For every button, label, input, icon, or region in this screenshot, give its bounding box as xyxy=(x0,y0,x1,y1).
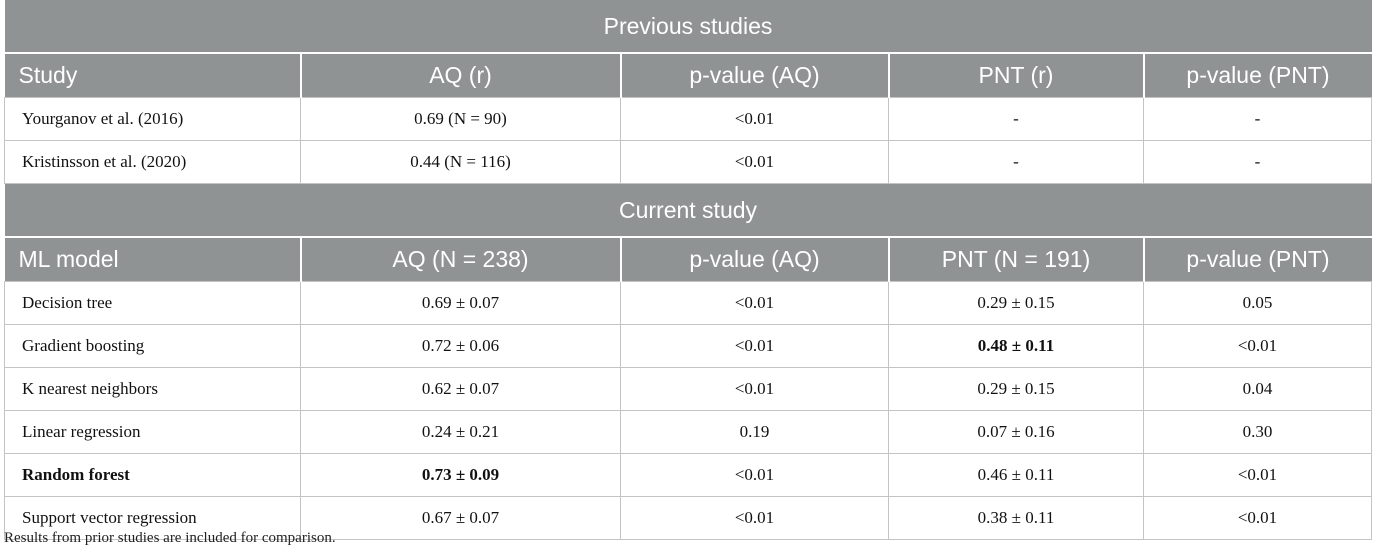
table-row: K nearest neighbors 0.62 ± 0.07 <0.01 0.… xyxy=(4,367,1372,411)
p-pnt-cell: <0.01 xyxy=(1143,496,1372,540)
pnt-cell: 0.29 ± 0.15 xyxy=(888,367,1144,411)
header-p-value-aq: p-value (AQ) xyxy=(619,53,889,98)
p-aq-cell: 0.19 xyxy=(620,410,889,454)
results-table: Previous studies Study AQ (r) p-value (A… xyxy=(4,0,1372,540)
citation-link[interactable]: Yourganov et al. (2016) xyxy=(4,97,301,141)
p-aq-cell: <0.01 xyxy=(620,281,889,325)
aq-cell: 0.67 ± 0.07 xyxy=(300,496,621,540)
header-ml-model: ML model xyxy=(4,237,301,282)
p-pnt-cell: 0.04 xyxy=(1143,367,1372,411)
aq-cell: 0.69 ± 0.07 xyxy=(300,281,621,325)
table-footnote: Results from prior studies are included … xyxy=(4,530,336,546)
p-pnt-cell: <0.01 xyxy=(1143,453,1372,497)
table-row: Linear regression 0.24 ± 0.21 0.19 0.07 … xyxy=(4,410,1372,454)
p-aq-cell: <0.01 xyxy=(620,97,889,141)
table-row: Random forest 0.73 ± 0.09 <0.01 0.46 ± 0… xyxy=(4,453,1372,497)
aq-cell: 0.44 (N = 116) xyxy=(300,140,621,184)
header-pnt-n: PNT (N = 191) xyxy=(887,237,1144,282)
header-aq-r: AQ (r) xyxy=(299,53,621,98)
p-pnt-cell: - xyxy=(1143,97,1372,141)
header-study: Study xyxy=(4,53,301,98)
aq-cell: 0.72 ± 0.06 xyxy=(300,324,621,368)
pnt-cell: 0.38 ± 0.11 xyxy=(888,496,1144,540)
current-study-header-row: ML model AQ (N = 238) p-value (AQ) PNT (… xyxy=(4,237,1372,282)
results-table-container: Previous studies Study AQ (r) p-value (A… xyxy=(4,0,1372,540)
previous-studies-section-header: Previous studies xyxy=(4,0,1372,54)
pnt-cell: - xyxy=(888,140,1144,184)
aq-cell: 0.24 ± 0.21 xyxy=(300,410,621,454)
p-pnt-cell: - xyxy=(1143,140,1372,184)
pnt-cell: 0.07 ± 0.16 xyxy=(888,410,1144,454)
p-aq-cell: <0.01 xyxy=(620,496,889,540)
pnt-cell-best: 0.48 ± 0.11 xyxy=(888,324,1144,368)
table-row: Yourganov et al. (2016) 0.69 (N = 90) <0… xyxy=(4,97,1372,141)
p-pnt-cell: <0.01 xyxy=(1143,324,1372,368)
p-pnt-cell: 0.30 xyxy=(1143,410,1372,454)
header-p-value-aq: p-value (AQ) xyxy=(619,237,889,282)
header-pnt-r: PNT (r) xyxy=(887,53,1144,98)
current-study-section-header: Current study xyxy=(4,183,1372,238)
model-name: Decision tree xyxy=(4,281,301,325)
p-aq-cell: <0.01 xyxy=(620,140,889,184)
aq-cell: 0.62 ± 0.07 xyxy=(300,367,621,411)
table-row: Decision tree 0.69 ± 0.07 <0.01 0.29 ± 0… xyxy=(4,281,1372,325)
p-aq-cell: <0.01 xyxy=(620,367,889,411)
header-p-value-pnt: p-value (PNT) xyxy=(1142,237,1372,282)
pnt-cell: 0.46 ± 0.11 xyxy=(888,453,1144,497)
aq-cell: 0.69 (N = 90) xyxy=(300,97,621,141)
citation-link[interactable]: Kristinsson et al. (2020) xyxy=(4,140,301,184)
table-row: Kristinsson et al. (2020) 0.44 (N = 116)… xyxy=(4,140,1372,184)
aq-cell-best: 0.73 ± 0.09 xyxy=(300,453,621,497)
model-name: Gradient boosting xyxy=(4,324,301,368)
previous-studies-header-row: Study AQ (r) p-value (AQ) PNT (r) p-valu… xyxy=(4,53,1372,98)
p-aq-cell: <0.01 xyxy=(620,453,889,497)
header-p-value-pnt: p-value (PNT) xyxy=(1142,53,1372,98)
table-row: Gradient boosting 0.72 ± 0.06 <0.01 0.48… xyxy=(4,324,1372,368)
model-name: Support vector regression xyxy=(4,496,301,540)
model-name: K nearest neighbors xyxy=(4,367,301,411)
pnt-cell: 0.29 ± 0.15 xyxy=(888,281,1144,325)
current-study-title: Current study xyxy=(4,183,1372,238)
pnt-cell: - xyxy=(888,97,1144,141)
p-pnt-cell: 0.05 xyxy=(1143,281,1372,325)
model-name: Linear regression xyxy=(4,410,301,454)
model-name-best: Random forest xyxy=(4,453,301,497)
table-row: Support vector regression 0.67 ± 0.07 <0… xyxy=(4,496,1372,540)
p-aq-cell: <0.01 xyxy=(620,324,889,368)
header-aq-n: AQ (N = 238) xyxy=(299,237,621,282)
previous-studies-title: Previous studies xyxy=(4,0,1372,54)
